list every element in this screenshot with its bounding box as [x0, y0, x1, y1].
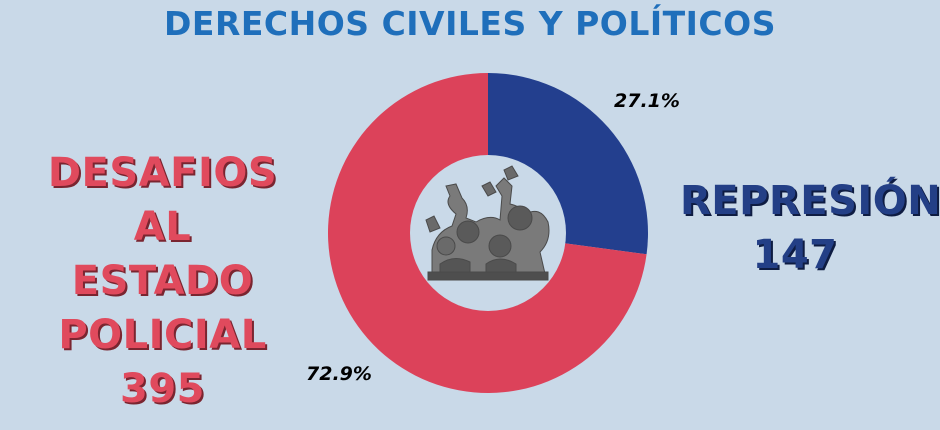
- slice-value: 395: [120, 366, 205, 412]
- percent-label-desafios: 72.9%: [306, 363, 372, 385]
- protest-crowd-illustration: [425, 165, 550, 281]
- slice-label-line: DESAFIOS: [47, 150, 278, 196]
- chart-title: DERECHOS CIVILES Y POLÍTICOS: [164, 4, 776, 43]
- slice-label-line: POLICIAL: [58, 312, 267, 358]
- slice-label-desafios: DESAFIOS AL ESTADO POLICIAL 395: [40, 146, 285, 416]
- percent-label-represion: 27.1%: [614, 90, 680, 112]
- slice-label-line: REPRESIÓN: [680, 178, 940, 224]
- slice-label-line: AL ESTADO: [71, 204, 254, 304]
- slice-value: 147: [752, 232, 838, 278]
- slice-label-represion: REPRESIÓN 147: [680, 174, 940, 282]
